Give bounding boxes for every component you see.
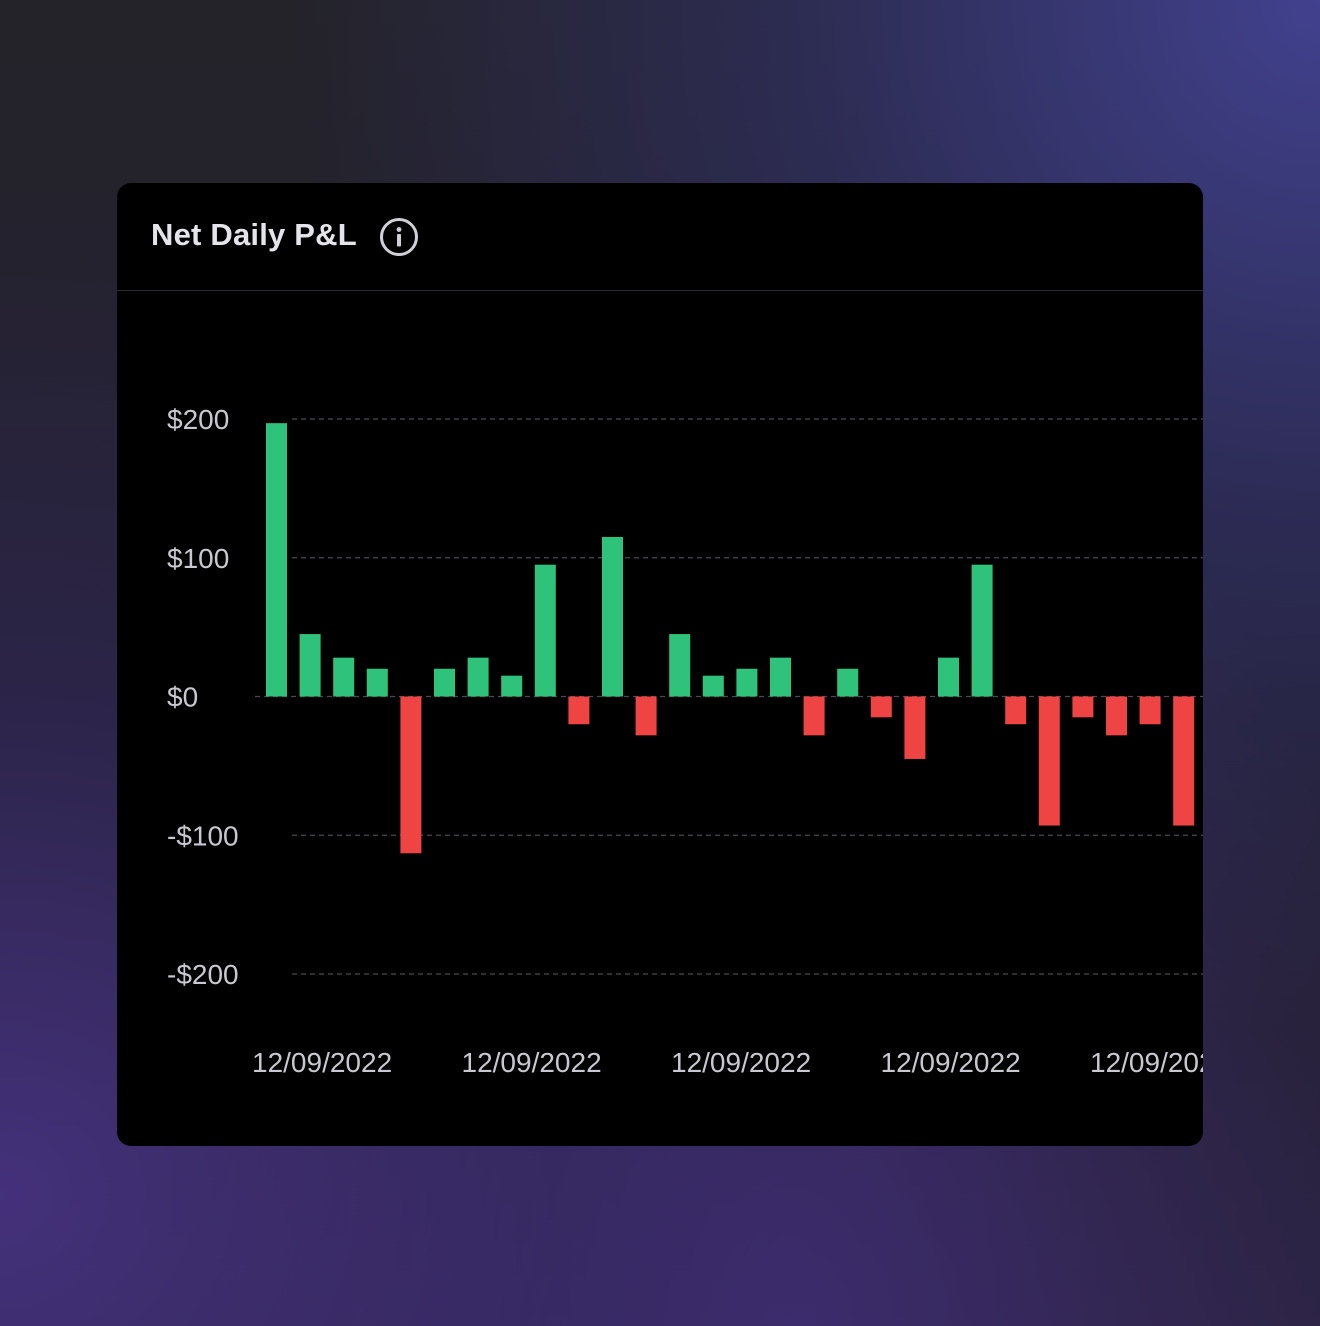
- bar: [938, 657, 959, 697]
- bar: [333, 657, 355, 697]
- bar: [837, 668, 859, 697]
- card-header: Net Daily P&L: [117, 183, 1203, 291]
- bar: [702, 675, 724, 697]
- bar: [1173, 696, 1195, 826]
- bar: [602, 536, 623, 697]
- x-tick-label: 12/09/2022: [881, 1047, 1021, 1078]
- bar: [467, 657, 489, 697]
- info-icon[interactable]: [379, 217, 419, 257]
- bar: [266, 423, 287, 697]
- bar: [400, 696, 422, 854]
- pnl-bar-chart: $200 $100 $0 -$100 -$200 12/09/2022 12/09/2022…: [167, 404, 1203, 1078]
- bar: [971, 564, 993, 697]
- bar: [501, 675, 523, 697]
- bar: [568, 696, 590, 725]
- y-tick-label: $0: [167, 682, 198, 713]
- y-tick-label: $100: [167, 543, 229, 574]
- card-title: Net Daily P&L: [151, 217, 357, 252]
- x-tick-label: 12/09/2022: [252, 1047, 392, 1078]
- bar: [669, 634, 691, 697]
- bar: [1106, 696, 1127, 736]
- y-tick-label: -$200: [167, 959, 239, 990]
- bar: [299, 634, 321, 697]
- bar: [770, 657, 791, 697]
- pnl-card: Net Daily P&L $200 $100 $0 -$100 -$200 12/09/…: [117, 183, 1203, 1146]
- bar: [1038, 696, 1060, 826]
- bar: [366, 668, 388, 697]
- bar: [736, 668, 758, 697]
- bar: [1072, 696, 1094, 718]
- x-tick-label: 12/09/2022: [671, 1047, 811, 1078]
- bar: [1005, 696, 1027, 725]
- bar: [803, 696, 825, 736]
- bar: [635, 696, 657, 736]
- bar: [1139, 696, 1161, 725]
- bar: [870, 696, 892, 718]
- y-tick-label: $200: [167, 404, 229, 435]
- bar: [904, 696, 926, 759]
- bar: [434, 668, 455, 697]
- x-tick-label: 12/09/2022: [462, 1047, 602, 1078]
- bar: [534, 564, 556, 697]
- y-tick-label: -$100: [167, 820, 239, 851]
- x-tick-label: 12/09/2022: [1090, 1047, 1203, 1078]
